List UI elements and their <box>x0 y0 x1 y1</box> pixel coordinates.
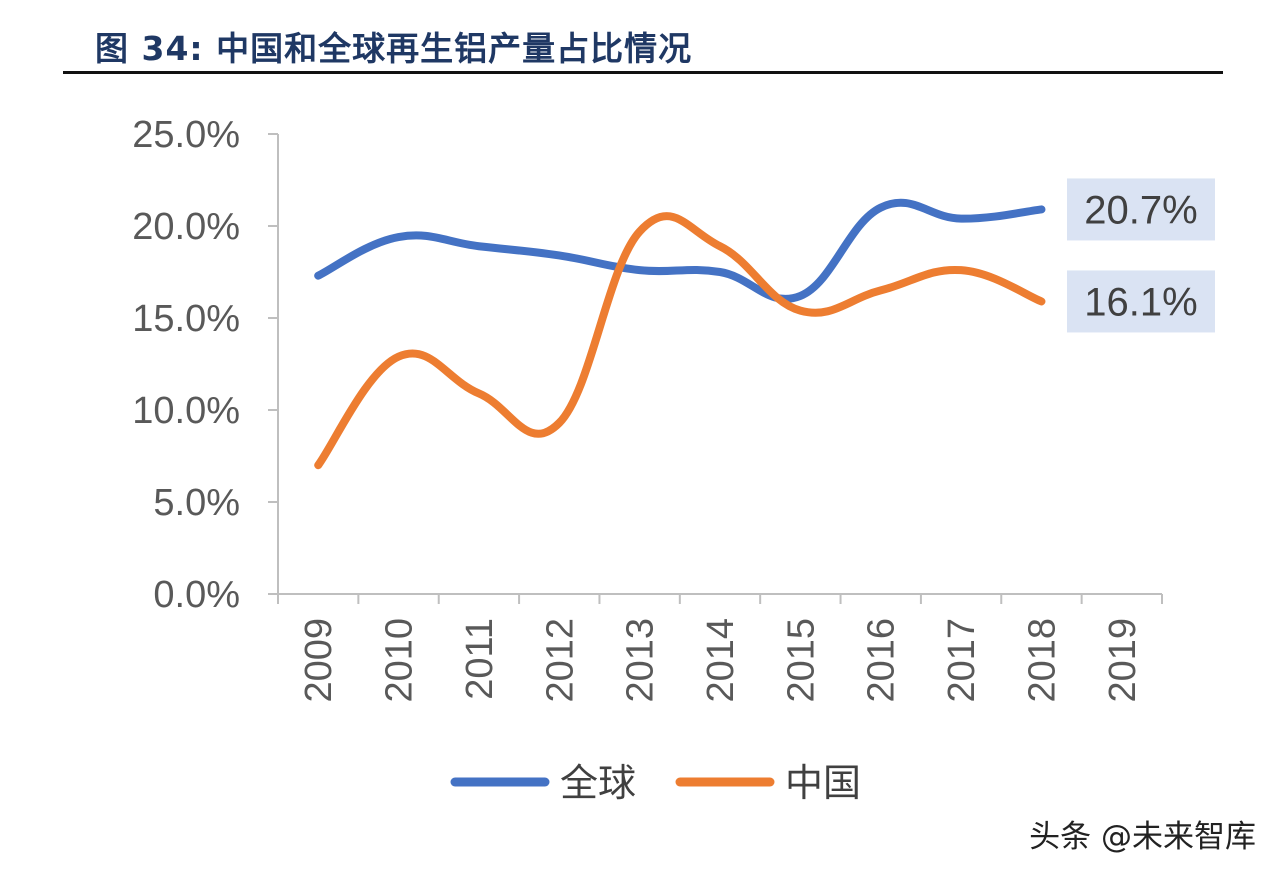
x-tick-label: 2010 <box>379 618 421 703</box>
legend: 全球 中国 <box>450 761 861 805</box>
x-tick-label: 2012 <box>539 618 581 703</box>
series-line-global <box>314 198 1046 303</box>
data-label: 20.7% <box>1084 188 1197 232</box>
data-labels: 20.7% 16.1% <box>1067 178 1215 333</box>
y-tick-label: 20.0% <box>132 206 240 248</box>
x-tick-label: 2018 <box>1021 618 1063 703</box>
x-tick-label: 2016 <box>861 618 903 703</box>
y-tick-label: 25.0% <box>132 114 240 156</box>
y-tick-label: 0.0% <box>153 574 240 616</box>
y-tick-label: 5.0% <box>153 482 240 524</box>
x-tick-label: 2017 <box>941 618 983 703</box>
y-tick-label: 10.0% <box>132 390 240 432</box>
legend-label: 中国 <box>785 761 861 805</box>
legend-label: 全球 <box>560 761 636 805</box>
chart-title: 图 34: 中国和全球再生铝产量占比情况 <box>95 29 693 68</box>
data-label-box <box>1067 178 1215 241</box>
x-tick-label: 2013 <box>620 618 662 703</box>
x-tick-label: 2014 <box>700 618 742 703</box>
data-label-box <box>1067 270 1215 333</box>
x-tick-label: 2009 <box>298 618 340 703</box>
x-tick-label: 2015 <box>780 618 822 703</box>
x-tick-label: 2019 <box>1102 618 1144 703</box>
title-divider <box>63 71 1223 74</box>
data-label: 16.1% <box>1084 280 1197 324</box>
axes: 0.0% 5.0% 10.0% 15.0% 20.0% 25.0% 2009 2010 2011… <box>132 114 1163 703</box>
watermark: 头条 @未来智库 <box>1029 819 1256 855</box>
series-layer <box>314 198 1046 470</box>
y-tick-label: 15.0% <box>132 298 240 340</box>
series-line-china <box>314 212 1046 470</box>
x-tick-label: 2011 <box>459 618 501 700</box>
